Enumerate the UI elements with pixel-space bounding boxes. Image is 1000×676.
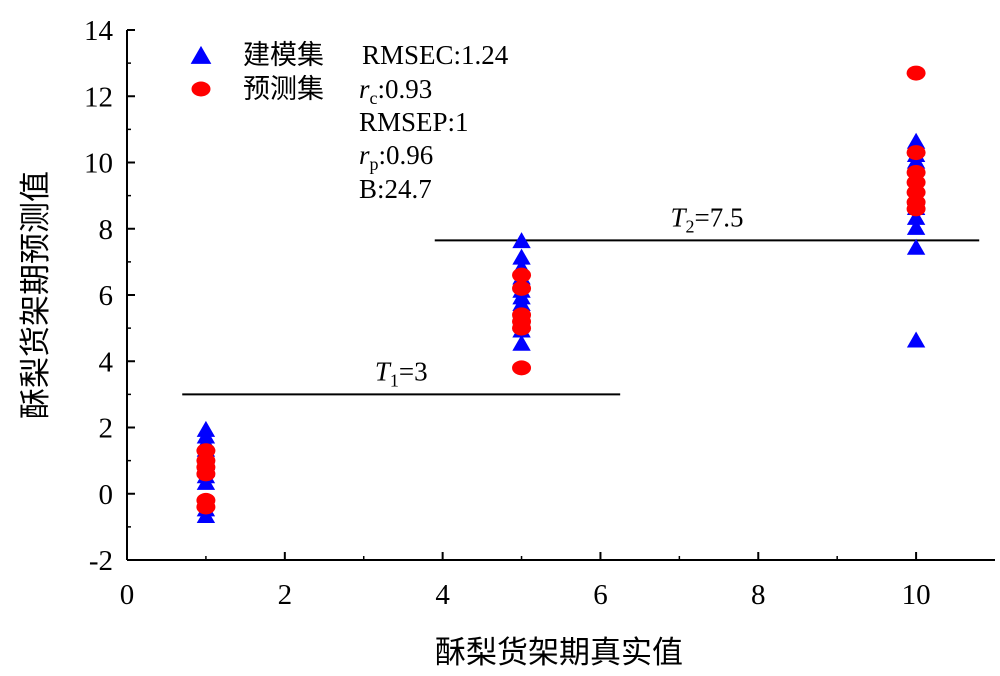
modeling-set-point: [512, 334, 531, 351]
x-tick-label: 2: [278, 579, 293, 611]
prediction-set-point: [512, 320, 532, 336]
y-tick-label: 8: [99, 214, 114, 246]
prediction-set-point: [512, 360, 532, 376]
modeling-set-point: [512, 248, 531, 265]
stat-line: B:24.7: [359, 174, 432, 204]
modeling-set-point: [196, 507, 216, 524]
x-axis-title: 酥梨货架期真实值: [435, 635, 683, 671]
x-tick-label: 0: [120, 579, 135, 611]
modeling-set-point: [512, 232, 531, 249]
y-tick-label: 10: [84, 148, 113, 180]
y-tick-label: 0: [99, 479, 114, 511]
y-axis-title: 酥梨货架期预测值: [18, 171, 54, 419]
prediction-set-point: [196, 499, 216, 515]
stat-line: RMSEP:1: [359, 107, 469, 137]
prediction-set-point: [512, 267, 532, 283]
stat-line: RMSEC:1.24: [362, 40, 509, 70]
prediction-set-point: [906, 201, 926, 217]
legend-triangle-marker: [190, 45, 212, 64]
x-tick-label: 6: [593, 579, 608, 611]
legend-label-modeling: 建模集: [243, 40, 324, 71]
y-tick-label: 4: [99, 346, 114, 378]
data-points: [196, 65, 926, 524]
modeling-set-point: [906, 218, 926, 235]
y-tick-label: 2: [99, 413, 114, 445]
prediction-set-point: [196, 466, 216, 482]
prediction-set-point: [906, 65, 926, 81]
modeling-set-point: [906, 331, 926, 348]
modeling-set-point: [906, 208, 926, 225]
prediction-set-point: [512, 280, 532, 296]
prediction-set-point: [906, 145, 926, 161]
modeling-set-point: [196, 473, 216, 490]
x-tick-label: 8: [751, 579, 766, 611]
x-tick-label: 4: [435, 579, 450, 611]
y-tick-label: 6: [99, 280, 114, 312]
legend-circle-marker: [191, 81, 211, 97]
y-tick-label: -2: [89, 545, 113, 577]
stat-line: rc:0.93: [359, 74, 432, 108]
threshold-label: T2=7.5: [670, 202, 743, 236]
threshold-lines: T1=3 T2=7.5: [182, 202, 980, 396]
x-tick-label: 10: [902, 579, 931, 611]
threshold-label: T1=3: [375, 356, 428, 390]
y-tick-label: 14: [84, 15, 114, 47]
stat-line: rp:0.96: [359, 140, 433, 174]
modeling-set-point: [906, 238, 926, 255]
legend-label-prediction: 预测集: [243, 74, 324, 105]
y-tick-label: 12: [84, 81, 113, 113]
